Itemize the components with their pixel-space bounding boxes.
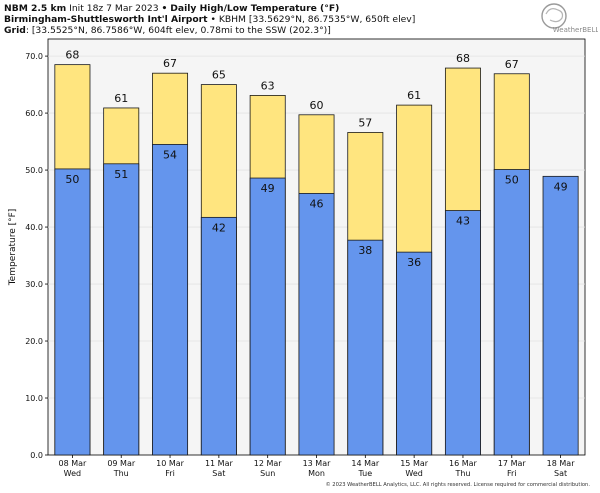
x-tick-weekday: Wed	[64, 469, 81, 478]
x-tick-date: 17 Mar	[498, 459, 527, 468]
low-temp-bar	[493, 169, 530, 456]
low-temp-bar	[54, 168, 91, 456]
x-tick-weekday: Wed	[405, 469, 422, 478]
x-tick-weekday: Thu	[454, 469, 470, 478]
high-temp-label: 61	[407, 89, 421, 102]
low-temp-label: 42	[212, 221, 226, 234]
low-temp-bar	[347, 239, 384, 456]
low-temp-label: 36	[407, 256, 421, 269]
low-temp-label: 49	[554, 180, 568, 193]
low-temp-label: 38	[358, 244, 372, 257]
x-tick-weekday: Sat	[212, 469, 225, 478]
y-axis-label: Temperature [°F]	[8, 209, 18, 287]
chart-title: Daily High/Low Temperature (°F)	[170, 3, 340, 14]
low-temp-bar	[152, 144, 189, 456]
bar-series: 68 50 61 51 67 54 65 42 63 49 60 46 57 38 61 36 68 43 67 50…	[54, 49, 579, 456]
model-name: NBM 2.5 km	[4, 3, 67, 14]
low-temp-label: 51	[114, 168, 128, 181]
high-temp-label: 63	[261, 79, 275, 92]
x-tick-weekday: Fri	[507, 469, 517, 478]
header-line-1: NBM 2.5 km Init 18z 7 Mar 2023 • Daily H…	[4, 3, 339, 14]
low-temp-label: 43	[456, 215, 470, 228]
station-name: Birmingham-Shuttlesworth Int'l Airport	[4, 14, 208, 25]
x-tick-date: 11 Mar	[205, 459, 234, 468]
low-temp-label: 49	[261, 182, 275, 195]
x-tick-weekday: Sun	[260, 469, 275, 478]
high-temp-label: 65	[212, 69, 226, 82]
y-tick-label: 50.0	[25, 166, 43, 175]
y-tick-label: 40.0	[25, 223, 43, 232]
low-temp-label: 50	[505, 173, 519, 186]
init-time: Init 18z 7 Mar 2023	[69, 3, 159, 14]
x-tick-weekday: Thu	[113, 469, 129, 478]
x-tick-weekday: Tue	[357, 469, 372, 478]
high-temp-label: 67	[163, 57, 177, 70]
y-tick-label: 0.0	[30, 451, 43, 460]
separator: •	[161, 3, 168, 14]
low-temp-label: 54	[163, 148, 177, 161]
x-tick-date: 09 Mar	[107, 459, 136, 468]
low-temp-bar	[298, 193, 335, 456]
y-tick-label: 30.0	[25, 280, 43, 289]
station-detail: • KBHM [33.5629°N, 86.7535°W, 650ft elev…	[210, 14, 416, 25]
x-tick-date: 13 Mar	[303, 459, 332, 468]
x-tick-date: 18 Mar	[547, 459, 576, 468]
low-temp-bar	[542, 175, 579, 456]
y-axis: 0.0 10.0 20.0 30.0 40.0 50.0 60.0 70.0	[25, 52, 48, 460]
low-temp-label: 50	[65, 173, 79, 186]
header-line-3: Grid: [33.5525°N, 86.7586°W, 604ft elev,…	[4, 25, 331, 36]
x-tick-date: 15 Mar	[400, 459, 429, 468]
y-tick-label: 70.0	[25, 52, 43, 61]
logo-text: WeatherBELL	[553, 26, 598, 34]
grid-label: Grid	[4, 25, 26, 36]
high-temp-label: 61	[114, 92, 128, 105]
x-tick-weekday: Fri	[165, 469, 175, 478]
y-tick-label: 10.0	[25, 394, 43, 403]
high-temp-label: 60	[310, 99, 324, 112]
high-temp-label: 68	[456, 52, 470, 65]
low-temp-bar	[103, 163, 140, 456]
x-tick-date: 14 Mar	[351, 459, 380, 468]
x-tick-date: 16 Mar	[449, 459, 478, 468]
x-tick-weekday: Mon	[308, 469, 325, 478]
header-line-2: Birmingham-Shuttlesworth Int'l Airport •…	[4, 14, 415, 25]
low-temp-bar	[249, 177, 286, 456]
x-tick-date: 08 Mar	[58, 459, 87, 468]
low-temp-label: 46	[310, 197, 324, 210]
high-temp-label: 68	[65, 49, 79, 62]
copyright-notice: © 2023 WeatherBELL Analytics, LLC. All r…	[325, 482, 590, 488]
x-tick-date: 12 Mar	[254, 459, 283, 468]
y-tick-label: 20.0	[25, 337, 43, 346]
low-temp-bar	[396, 251, 433, 456]
weatherbell-logo: WeatherBELL	[541, 3, 598, 34]
grid-detail: : [33.5525°N, 86.7586°W, 604ft elev, 0.7…	[25, 25, 331, 36]
high-temp-label: 67	[505, 58, 519, 71]
low-temp-bar	[200, 216, 237, 456]
x-tick-date: 10 Mar	[156, 459, 185, 468]
x-tick-weekday: Sat	[554, 469, 567, 478]
low-temp-bar	[444, 210, 481, 456]
high-temp-label: 57	[358, 116, 372, 129]
y-tick-label: 60.0	[25, 109, 43, 118]
